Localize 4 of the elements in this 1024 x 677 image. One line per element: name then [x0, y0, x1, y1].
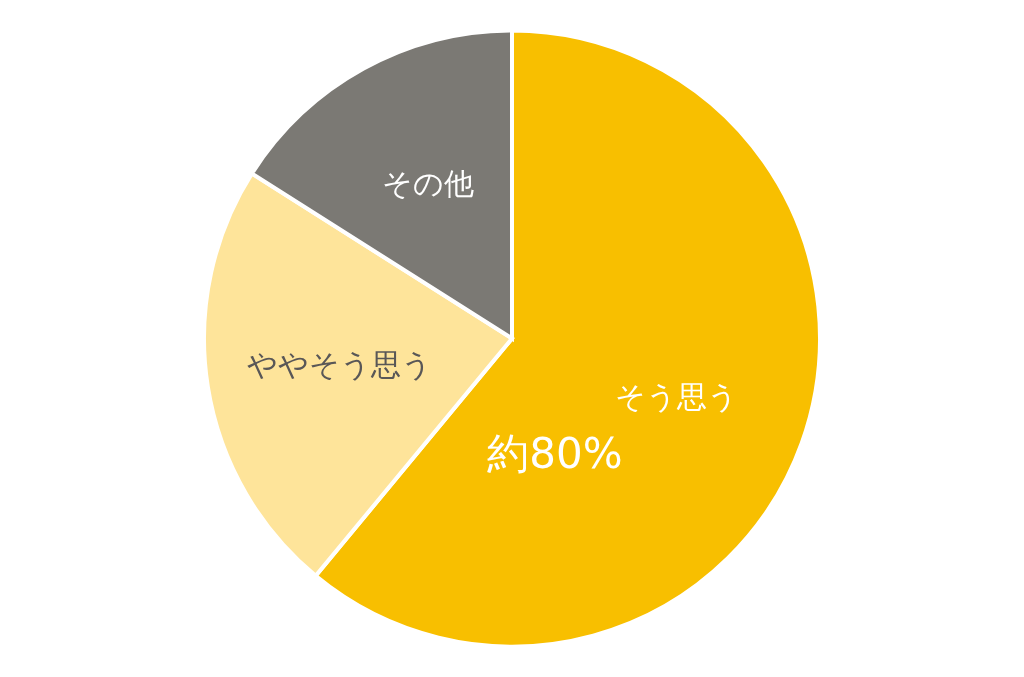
slice-label: ややそう思う: [246, 346, 432, 382]
slice-label: そう思う: [615, 378, 739, 414]
slice-label: その他: [381, 166, 474, 202]
text: 約80%: [487, 429, 623, 478]
